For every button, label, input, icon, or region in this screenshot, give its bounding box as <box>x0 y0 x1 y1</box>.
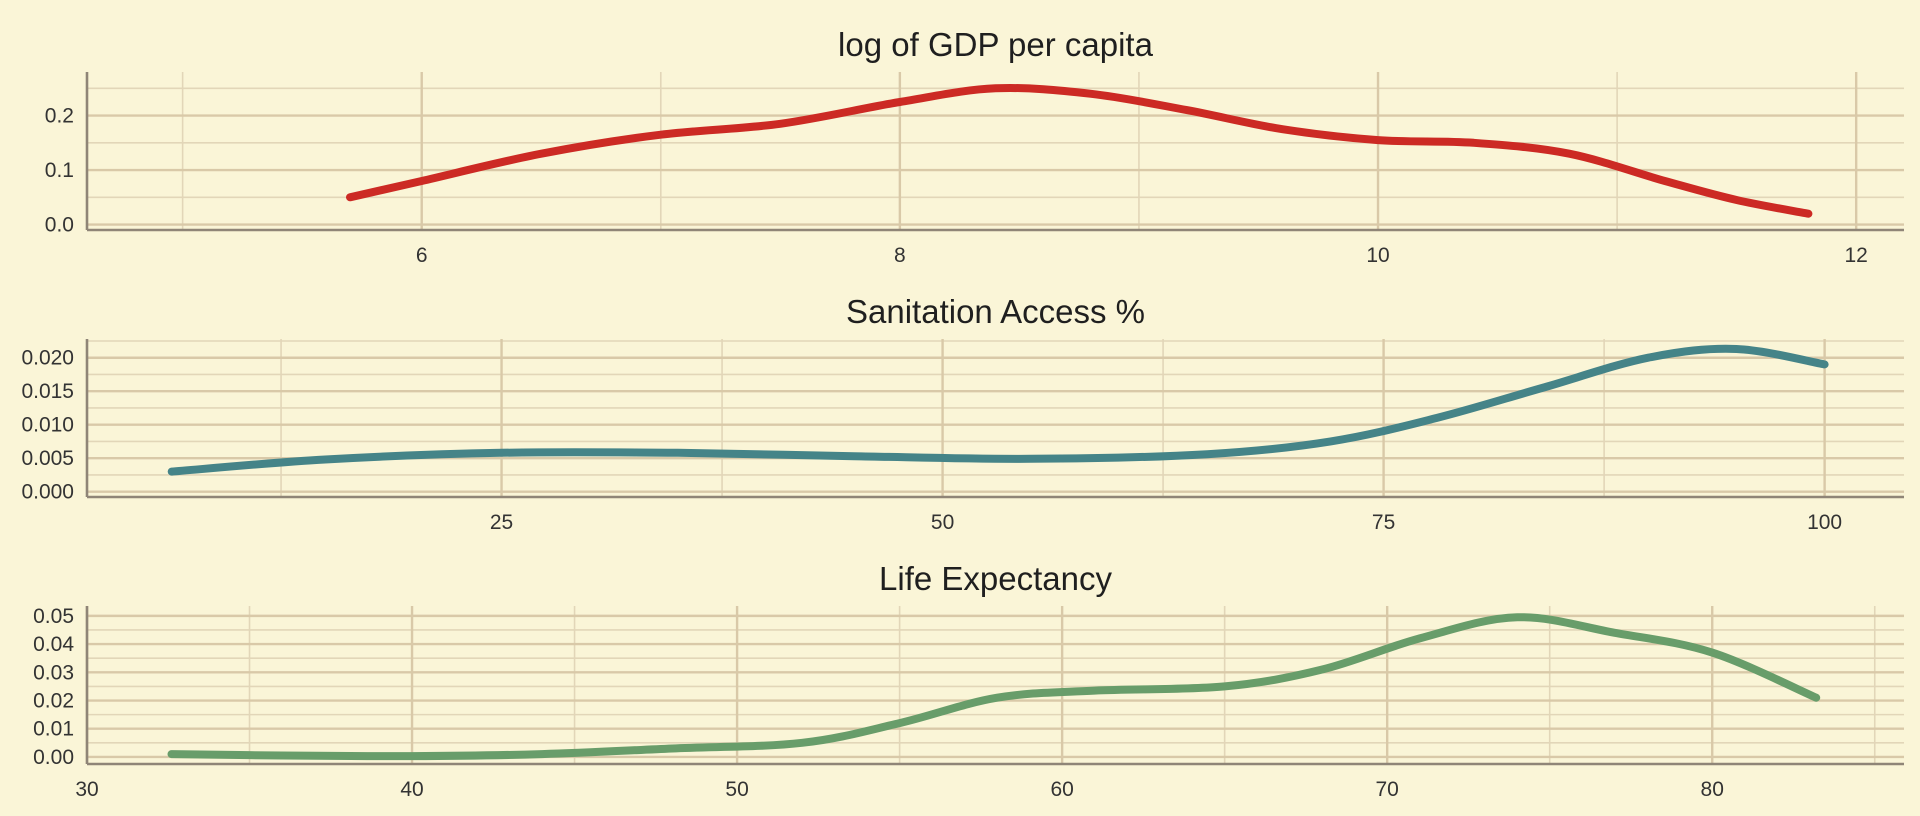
y-tick-label: 0.000 <box>21 481 74 504</box>
life-expectancy-density-curve <box>167 613 1821 761</box>
x-tick-label: 75 <box>1372 511 1395 534</box>
x-tick-label: 70 <box>1375 778 1398 801</box>
x-tick-label: 80 <box>1701 778 1724 801</box>
sanitation-chart-title: Sanitation Access % <box>846 293 1145 330</box>
y-tick-label: 0.0 <box>45 214 74 237</box>
x-tick-label: 8 <box>894 244 906 267</box>
y-tick-label: 0.1 <box>45 159 74 182</box>
life-expectancy-chart-title: Life Expectancy <box>879 560 1112 597</box>
x-tick-label: 40 <box>400 778 423 801</box>
y-tick-label: 0.015 <box>21 380 74 403</box>
y-tick-label: 0.020 <box>21 347 74 370</box>
gdp-density-curve <box>346 84 1813 218</box>
y-tick-label: 0.04 <box>33 633 74 656</box>
x-tick-label: 25 <box>490 511 513 534</box>
sanitation-density-curve <box>167 344 1829 476</box>
sanitation-density-panel: 25 50 75 100 0.000 0.005 0.010 0.015 0.020 Sanita… <box>21 293 1904 534</box>
x-tick-label: 60 <box>1050 778 1073 801</box>
x-tick-label: 50 <box>725 778 748 801</box>
x-tick-label: 10 <box>1366 244 1389 267</box>
life-expectancy-density-panel: 30 40 50 60 70 80 0.00 0.01 0.02 0.03 0.04 0.05 Life… <box>33 560 1904 801</box>
y-tick-label: 0.02 <box>33 690 74 713</box>
x-tick-label: 12 <box>1845 244 1868 267</box>
x-tick-label: 30 <box>75 778 98 801</box>
y-tick-label: 0.00 <box>33 746 74 769</box>
gdp-density-panel: 6 8 10 12 0.0 0.1 0.2 log of GDP per capita <box>45 26 1904 267</box>
y-tick-label: 0.010 <box>21 414 74 437</box>
x-tick-label: 50 <box>931 511 954 534</box>
y-tick-label: 0.03 <box>33 661 74 684</box>
x-tick-label: 6 <box>416 244 428 267</box>
y-tick-label: 0.005 <box>21 447 74 470</box>
y-tick-label: 0.05 <box>33 605 74 628</box>
gdp-chart-title: log of GDP per capita <box>838 26 1154 63</box>
y-tick-label: 0.01 <box>33 718 74 741</box>
y-tick-label: 0.2 <box>45 105 74 128</box>
x-tick-label: 100 <box>1807 511 1842 534</box>
